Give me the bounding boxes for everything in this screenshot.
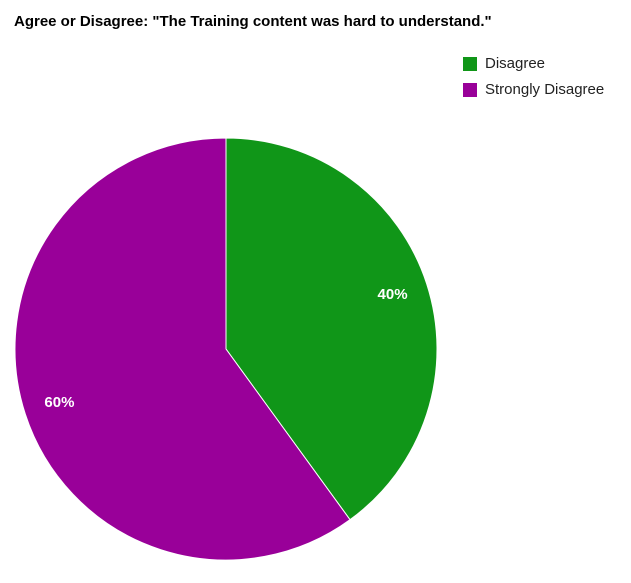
legend-swatch (463, 57, 477, 71)
legend-label: Strongly Disagree (485, 81, 604, 98)
value-label: 40% (378, 286, 408, 303)
pie-slice (225, 137, 438, 521)
legend-label: Disagree (485, 55, 545, 72)
chart-title: Agree or Disagree: "The Training content… (14, 13, 492, 30)
value-label: 60% (44, 394, 74, 411)
legend-swatch (463, 83, 477, 97)
pie-slice (14, 137, 351, 561)
